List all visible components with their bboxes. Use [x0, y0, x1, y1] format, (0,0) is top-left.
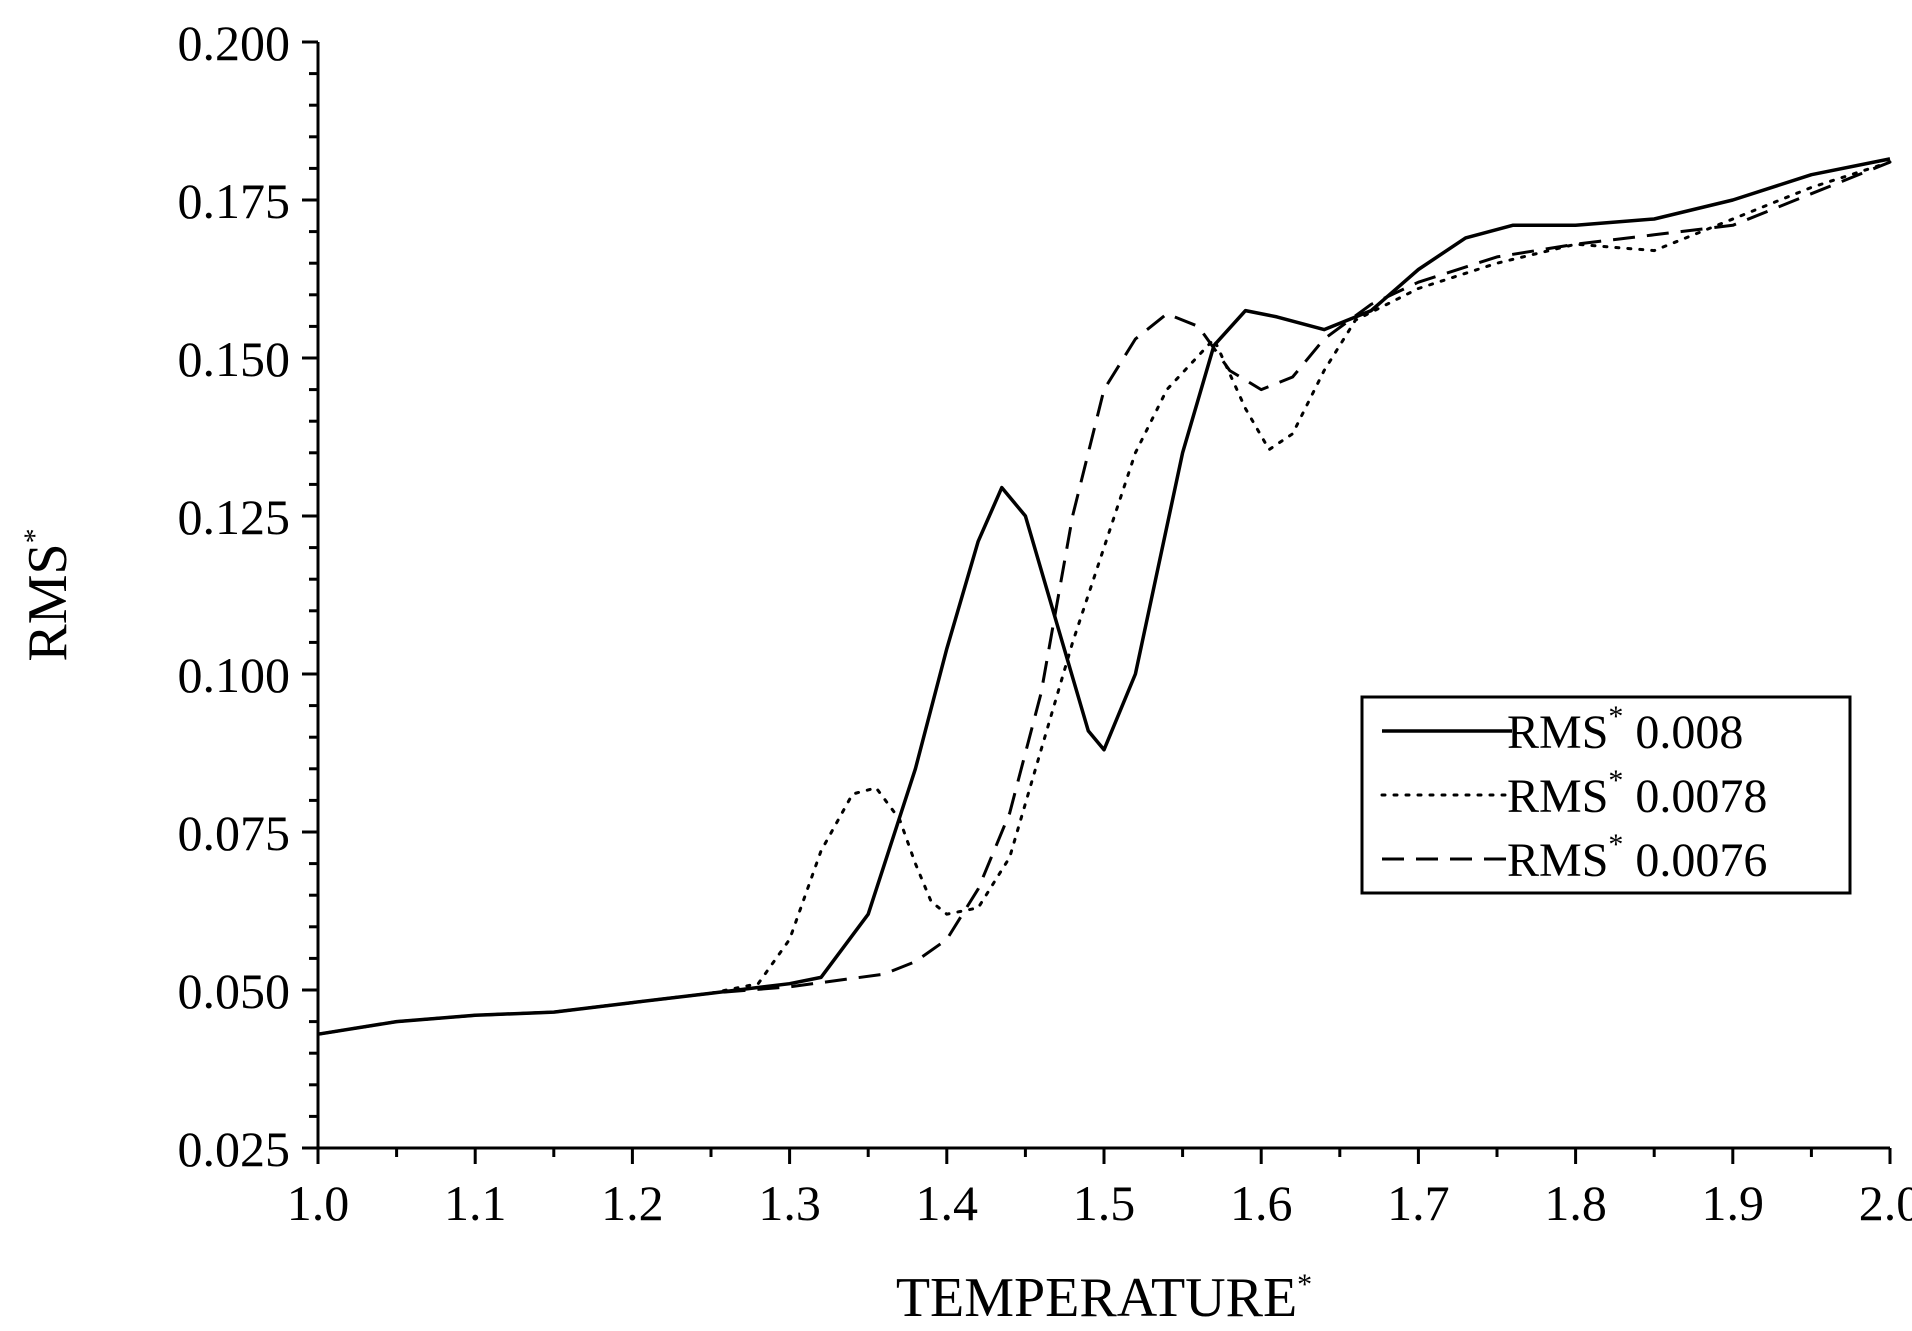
y-tick-label: 0.125	[178, 489, 291, 545]
x-tick-label: 1.4	[916, 1175, 979, 1231]
plot-lines	[318, 159, 1890, 1034]
x-tick-label: 1.9	[1702, 1175, 1765, 1231]
x-tick-label: 1.6	[1230, 1175, 1293, 1231]
x-tick-label: 1.3	[758, 1175, 821, 1231]
y-tick-label: 0.200	[178, 15, 291, 71]
y-tick-label: 0.025	[178, 1121, 291, 1177]
x-tick-label: 1.5	[1073, 1175, 1136, 1231]
series-line-dashed	[318, 162, 1890, 1034]
y-tick-label: 0.150	[178, 331, 291, 387]
series-line-solid	[318, 159, 1890, 1034]
legend-label: RMS* 0.008	[1507, 700, 1743, 759]
y-tick-label: 0.050	[178, 963, 291, 1019]
y-axis-title: RMS*	[17, 528, 79, 661]
x-tick-label: 1.0	[287, 1175, 350, 1231]
axes	[302, 42, 1890, 1164]
x-tick-label: 1.8	[1544, 1175, 1607, 1231]
x-tick-label: 1.7	[1387, 1175, 1450, 1231]
legend-label: RMS* 0.0078	[1507, 764, 1767, 823]
y-tick-label: 0.075	[178, 805, 291, 861]
tick-labels: 1.0 1.1 1.2 1.3 1.4 1.5 1.6 1.7 1.8 1.9 2.0 0.025 0.…	[178, 15, 1912, 1231]
series-line-dotted	[318, 162, 1890, 1034]
legend-label: RMS* 0.0076	[1507, 828, 1767, 887]
x-axis-title: TEMPERATURE*	[896, 1267, 1312, 1326]
x-tick-label: 2.0	[1859, 1175, 1912, 1231]
y-tick-label: 0.100	[178, 647, 291, 703]
y-tick-label: 0.175	[178, 173, 291, 229]
x-tick-label: 1.2	[601, 1175, 664, 1231]
x-tick-label: 1.1	[444, 1175, 507, 1231]
